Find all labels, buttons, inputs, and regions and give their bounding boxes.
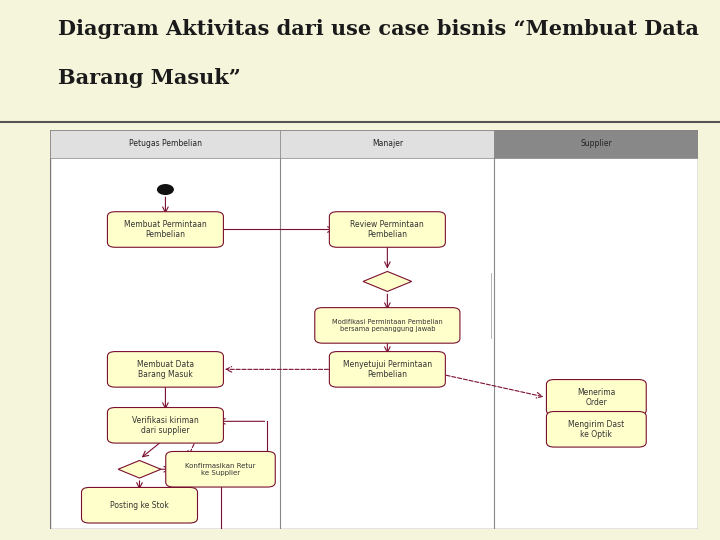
Circle shape — [158, 185, 174, 194]
FancyBboxPatch shape — [546, 380, 647, 415]
Bar — [495, 130, 698, 158]
FancyBboxPatch shape — [315, 308, 460, 343]
Text: Membuat Permintaan
Pembelian: Membuat Permintaan Pembelian — [124, 220, 207, 239]
FancyBboxPatch shape — [107, 212, 223, 247]
Text: Modifikasi Permintaan Pembelian
bersama penanggung jawab: Modifikasi Permintaan Pembelian bersama … — [332, 319, 443, 332]
Polygon shape — [363, 272, 412, 292]
Text: Menerima
Order: Menerima Order — [577, 388, 616, 407]
Text: Mengirim Dast
ke Optik: Mengirim Dast ke Optik — [568, 420, 624, 439]
FancyBboxPatch shape — [329, 352, 446, 387]
Text: Verifikasi kiriman
dari supplier: Verifikasi kiriman dari supplier — [132, 416, 199, 435]
FancyBboxPatch shape — [81, 488, 197, 523]
Text: Diagram Aktivitas dari use case bisnis “Membuat Data: Diagram Aktivitas dari use case bisnis “… — [58, 18, 698, 39]
Text: Konfirmasikan Retur
ke Supplier: Konfirmasikan Retur ke Supplier — [185, 463, 256, 476]
Text: Menyetujui Permintaan
Pembelian: Menyetujui Permintaan Pembelian — [343, 360, 432, 379]
Text: Manajer: Manajer — [372, 139, 403, 148]
Polygon shape — [118, 461, 161, 478]
Bar — [281, 130, 495, 158]
FancyBboxPatch shape — [107, 352, 223, 387]
Text: Membuat Data
Barang Masuk: Membuat Data Barang Masuk — [137, 360, 194, 379]
FancyBboxPatch shape — [107, 408, 223, 443]
Text: Supplier: Supplier — [580, 139, 612, 148]
Text: Posting ke Stok: Posting ke Stok — [110, 501, 169, 510]
Circle shape — [134, 538, 145, 540]
Text: Barang Masuk”: Barang Masuk” — [58, 68, 240, 89]
FancyBboxPatch shape — [166, 451, 275, 487]
FancyBboxPatch shape — [329, 212, 446, 247]
FancyBboxPatch shape — [546, 411, 647, 447]
Text: Petugas Pembelian: Petugas Pembelian — [129, 139, 202, 148]
Bar — [50, 130, 281, 158]
Text: Review Permintaan
Pembelian: Review Permintaan Pembelian — [351, 220, 424, 239]
